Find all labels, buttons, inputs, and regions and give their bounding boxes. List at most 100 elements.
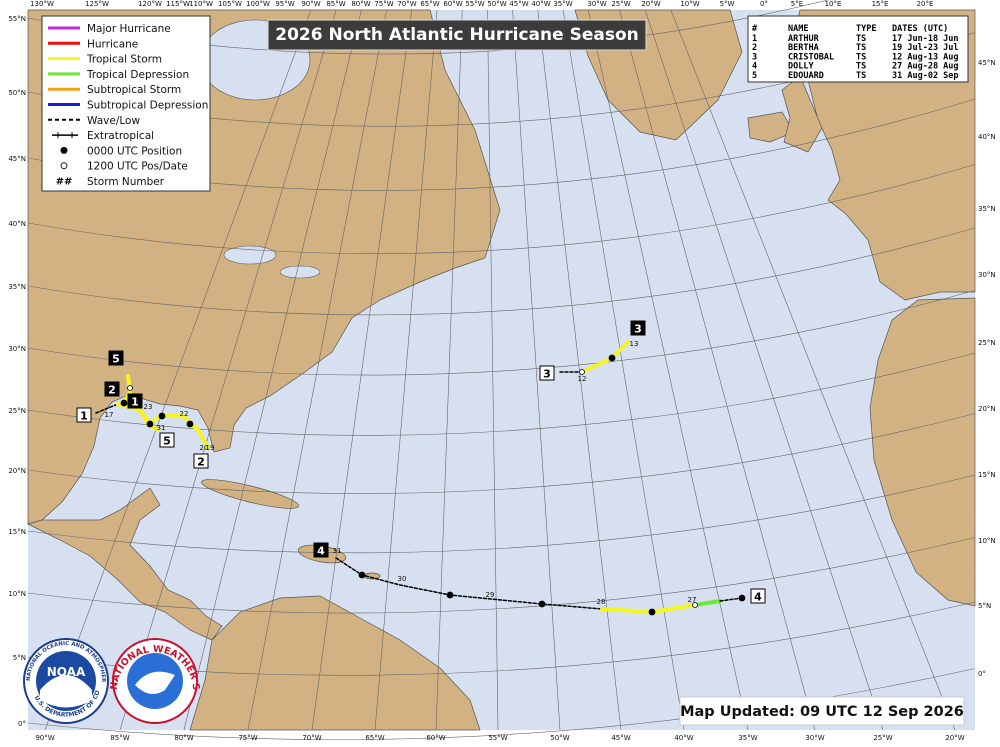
bottom-lon-label: 30°W bbox=[805, 734, 824, 742]
date-label: 20 bbox=[200, 444, 209, 452]
iceland bbox=[747, 111, 795, 143]
right-lat-label: 30°N bbox=[978, 271, 996, 279]
legend-entries: Major Hurricane Hurricane Tropical Storm Tr… bbox=[48, 23, 208, 188]
storm-label: 5 bbox=[112, 353, 120, 366]
meridian bbox=[374, 9, 438, 731]
africa bbox=[869, 297, 976, 607]
table-cell: 2 bbox=[752, 43, 757, 53]
storm-label: 3 bbox=[543, 368, 551, 381]
left-lat-label: 45°N bbox=[8, 155, 26, 163]
storm-label: 1 bbox=[80, 410, 88, 423]
storm-label-box bbox=[193, 453, 209, 469]
table-cell: TS bbox=[856, 52, 866, 62]
table-cell: TS bbox=[856, 43, 866, 53]
table-cell: 31 Aug-02 Sep bbox=[892, 71, 959, 81]
graticule bbox=[27, 0, 976, 740]
legend-label: Tropical Depression bbox=[86, 69, 189, 81]
meridian bbox=[512, 9, 561, 731]
legend-label: 0000 UTC Position bbox=[87, 145, 182, 157]
table-cell: TS bbox=[856, 62, 866, 72]
parallel bbox=[27, 352, 976, 436]
storm-label: 1 bbox=[131, 396, 139, 409]
bottom-lon-label: 50°W bbox=[550, 734, 569, 742]
position-0000 bbox=[738, 594, 746, 602]
parallel bbox=[27, 537, 976, 614]
left-lat-label: 15°N bbox=[8, 528, 26, 536]
left-lat-label: 0° bbox=[18, 720, 26, 728]
table-cell: 5 bbox=[752, 71, 757, 81]
top-lon-label: 5°W bbox=[720, 0, 735, 8]
updated-text: Map Updated: 09 UTC 12 Sep 2026 bbox=[680, 704, 964, 720]
right-lat-label: 15°N bbox=[978, 471, 996, 479]
bottom-lon-label: 45°W bbox=[611, 734, 630, 742]
position-1200 bbox=[127, 385, 133, 391]
table-cell: 12 Aug-13 Aug bbox=[892, 52, 959, 62]
bottom-lon-label: 55°W bbox=[488, 734, 507, 742]
meridian bbox=[435, 9, 463, 731]
top-lon-label: 55°W bbox=[465, 0, 484, 8]
date-label: 30 bbox=[398, 575, 407, 583]
right-lat-label: 0° bbox=[978, 670, 986, 678]
table-header: TYPE bbox=[856, 24, 876, 34]
date-label: 27 bbox=[688, 596, 697, 604]
top-lon-label: 50°W bbox=[487, 0, 506, 8]
date-label: 31 bbox=[157, 424, 166, 432]
right-lat-label: 35°N bbox=[978, 205, 996, 213]
left-lat-label: 55°N bbox=[8, 15, 26, 23]
position-1200 bbox=[579, 369, 585, 375]
table-cell: EDOUARD bbox=[788, 71, 824, 81]
top-lon-label: 95°W bbox=[275, 0, 294, 8]
legend-label: Major Hurricane bbox=[87, 23, 171, 35]
top-lon-label: 130°W bbox=[30, 0, 54, 8]
storm-label: 2 bbox=[197, 456, 205, 469]
top-lon-label: 35°W bbox=[553, 0, 572, 8]
top-lon-label: 80°W bbox=[351, 0, 370, 8]
top-lon-label: 90°W bbox=[301, 0, 320, 8]
meridian bbox=[670, 9, 956, 731]
table-cell: 4 bbox=[752, 62, 757, 72]
legend-label: Tropical Storm bbox=[86, 54, 162, 66]
right-lat-label: 10°N bbox=[978, 537, 996, 545]
top-lon-label: 25°W bbox=[611, 0, 630, 8]
legend-symbol: ## bbox=[56, 177, 73, 188]
top-lon-label: 75°W bbox=[374, 0, 393, 8]
title: 2026 North Atlantic Hurricane Season bbox=[275, 25, 638, 45]
legend-label: Subtropical Storm bbox=[87, 84, 181, 96]
central-america bbox=[27, 487, 223, 641]
meridian bbox=[619, 9, 816, 731]
right-lat-label: 40°N bbox=[978, 133, 996, 141]
date-label: 22 bbox=[180, 410, 189, 418]
date-label: 31 bbox=[333, 547, 342, 555]
top-lon-label: 10°E bbox=[825, 0, 842, 8]
bottom-lon-label: 75°W bbox=[238, 734, 257, 742]
right-lat-label: 45°N bbox=[978, 59, 996, 67]
bottom-lon-label: 20°W bbox=[945, 734, 964, 742]
storm-label-box bbox=[750, 588, 766, 604]
track-wave bbox=[719, 597, 743, 602]
top-lon-label: 65°W bbox=[420, 0, 439, 8]
position-1200 bbox=[692, 602, 698, 608]
parallel bbox=[27, 668, 976, 740]
table-content: # NAME TYPE DATES (UTC) 1 ARTHUR TS 17 Jun-18 J… bbox=[752, 24, 959, 81]
top-lon-label: 115°W bbox=[166, 0, 190, 8]
left-lat-label: 40°N bbox=[8, 220, 26, 228]
legend-swatch bbox=[60, 146, 68, 154]
meridian bbox=[44, 9, 312, 731]
table-cell: BERTHA bbox=[788, 43, 819, 53]
updated-background bbox=[679, 696, 965, 726]
position-0000 bbox=[120, 399, 128, 407]
top-lon-label: 110°W bbox=[189, 0, 213, 8]
table-cell: ARTHUR bbox=[788, 34, 820, 44]
bottom-lon-label: 85°W bbox=[110, 734, 129, 742]
date-label: 17 bbox=[105, 411, 114, 419]
legend-swatch bbox=[60, 162, 68, 170]
top-lon-label: 40°W bbox=[531, 0, 550, 8]
lake bbox=[223, 245, 277, 265]
top-lon-label: 20°W bbox=[641, 0, 660, 8]
position-0000 bbox=[446, 591, 454, 599]
storm-label: 4 bbox=[317, 545, 325, 558]
meridian bbox=[247, 9, 387, 731]
top-lon-label: 120°W bbox=[138, 0, 162, 8]
